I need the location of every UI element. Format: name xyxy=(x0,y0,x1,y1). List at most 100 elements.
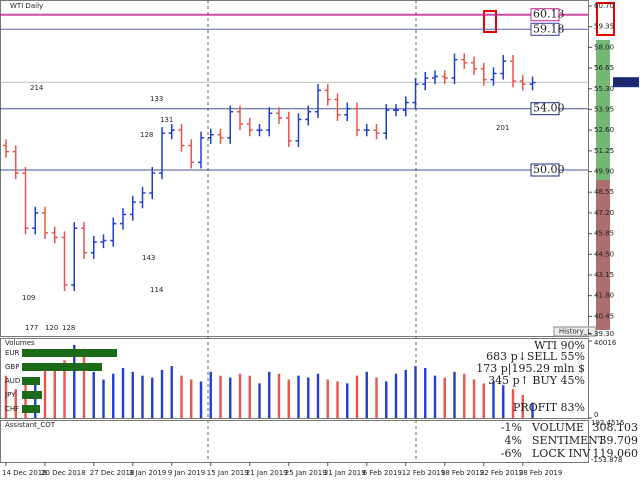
volume-bar xyxy=(121,367,125,418)
x-tick-label: 12 Feb 2019 xyxy=(402,469,446,477)
cot-value: 119.060 xyxy=(593,447,639,460)
volume-bar xyxy=(472,379,476,418)
cot-name: VOLUME xyxy=(531,421,584,434)
last-price-box xyxy=(613,77,639,88)
highlight-box xyxy=(596,2,615,36)
y-tick-label: 56.65 xyxy=(594,64,614,72)
y-tick-label: 59.35 xyxy=(594,23,614,31)
volume-frame xyxy=(0,338,589,419)
y-tick-label: 45.85 xyxy=(594,230,614,238)
level-label: 59.18 xyxy=(533,22,565,35)
y-tick-label: 49.90 xyxy=(594,168,614,176)
cot-title: Assistant_COT xyxy=(5,421,56,429)
volume-bar xyxy=(209,371,212,418)
volume-bar xyxy=(531,402,534,418)
volume-bar xyxy=(463,373,466,418)
cot-pct: 4% xyxy=(505,434,522,447)
highlight-box xyxy=(483,10,497,33)
level-box xyxy=(530,163,560,177)
y-tick-label: 0 xyxy=(594,411,598,419)
history-button-label[interactable]: History_L xyxy=(559,328,591,336)
annotation: 131 xyxy=(160,116,173,124)
cot-value: 308.103 xyxy=(593,421,639,434)
currency-label: JPY xyxy=(4,391,16,399)
volume-bar xyxy=(63,360,66,418)
volume-bar xyxy=(199,381,203,418)
volume-bar xyxy=(277,373,281,418)
volume-bar xyxy=(482,383,485,418)
volume-bar xyxy=(248,375,251,418)
volume-bar xyxy=(219,375,222,418)
annotation: 133 xyxy=(150,95,163,103)
volume-bar xyxy=(131,371,134,418)
volume-bar xyxy=(151,377,154,418)
volume-bar xyxy=(43,369,47,418)
volume-bar xyxy=(141,375,144,418)
volume-bar xyxy=(229,377,232,418)
volume-bar xyxy=(511,389,515,418)
volume-bar xyxy=(453,371,456,418)
currency-label: EUR xyxy=(5,349,20,357)
volume-bar xyxy=(170,366,173,418)
x-tick-label: 28 Feb 2019 xyxy=(519,469,563,477)
cot-tick-label: -153.878 xyxy=(591,456,622,464)
cot-pct: -1% xyxy=(501,421,522,434)
volume-bar xyxy=(4,375,8,418)
volume-bar xyxy=(258,383,261,418)
x-tick-label: 18 Feb 2019 xyxy=(441,469,485,477)
panel-instrument: WTI 90% xyxy=(534,339,585,352)
y-tick-label: 40.45 xyxy=(594,312,614,320)
chart-title: WTI Daily xyxy=(10,2,43,10)
volume-bar xyxy=(316,373,320,418)
volume-bar xyxy=(297,375,300,418)
y-tick-label: 55.30 xyxy=(594,85,614,93)
annotation: 128 xyxy=(62,324,75,332)
annotation: 120 xyxy=(45,324,58,332)
volume-bar xyxy=(112,373,115,418)
x-tick-label: 27 Dec 2018 xyxy=(90,469,135,477)
volume-bar xyxy=(355,375,359,418)
y-tick-label: 58.00 xyxy=(594,43,614,51)
currency-bar xyxy=(22,391,42,399)
x-tick-label: 20 Dec 2018 xyxy=(41,469,86,477)
currency-bar xyxy=(22,349,117,357)
y-tick-label: 39.30 xyxy=(594,330,614,338)
panel-line: 345 p↑ BUY 45% xyxy=(488,374,585,387)
cot-frame xyxy=(0,420,589,463)
cot-tick-label: 192.4515 xyxy=(591,419,624,427)
x-tick-label: 22 Feb 2019 xyxy=(480,469,524,477)
y-tick-label: 60.70 xyxy=(594,2,614,10)
volume-bar xyxy=(180,375,183,418)
volume-bar xyxy=(307,377,310,418)
x-tick-label: 6 Feb 2019 xyxy=(363,469,402,477)
currency-label: AUD xyxy=(5,377,20,385)
last-price-label: 55.73 xyxy=(615,78,635,86)
currency-label: CHF xyxy=(5,405,19,413)
volume-bar xyxy=(346,383,349,418)
volume-bar xyxy=(492,381,495,418)
cot-pct: -6% xyxy=(501,447,522,460)
volume-bar xyxy=(92,371,95,418)
volume-bar xyxy=(160,369,164,418)
volume-bar xyxy=(394,373,398,418)
y-tick-label: 44.50 xyxy=(594,250,614,258)
sentiment-strip xyxy=(596,40,610,180)
y-tick-label: 40016 xyxy=(594,339,617,347)
panel-line: 173 p|195.29 mln $ xyxy=(476,362,585,376)
volume-bar xyxy=(433,375,437,418)
volume-bar xyxy=(404,369,407,418)
volume-bar xyxy=(414,366,417,418)
volume-bar xyxy=(424,367,427,418)
history-button[interactable] xyxy=(553,326,597,337)
volume-bar xyxy=(385,381,388,418)
annotation: 177 xyxy=(25,324,38,332)
volume-bar xyxy=(521,394,524,418)
level-box xyxy=(530,8,560,22)
level-label: 60.13 xyxy=(533,8,565,21)
y-tick-label: 43.15 xyxy=(594,271,614,279)
volume-bar xyxy=(326,379,329,418)
volume-title: Volumes xyxy=(5,339,35,347)
volume-bar xyxy=(102,379,105,418)
